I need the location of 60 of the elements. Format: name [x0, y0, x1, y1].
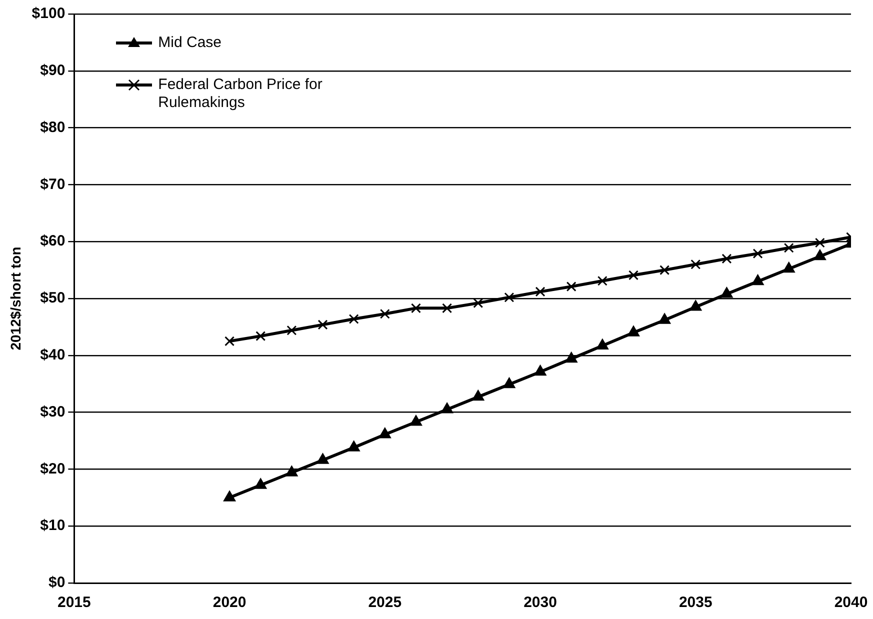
point [814, 250, 826, 260]
point [441, 402, 453, 414]
y-tick-label: $90 [40, 62, 66, 80]
point [224, 336, 235, 346]
x-tick-label: 2015 [57, 594, 91, 612]
x-tick-label: 2030 [524, 594, 557, 612]
point [473, 298, 484, 308]
point [535, 286, 546, 297]
y-tick-label: $0 [48, 574, 66, 592]
point [596, 338, 608, 350]
point [348, 440, 360, 452]
y-tick-label: $60 [40, 232, 66, 250]
point [722, 254, 732, 264]
x-tick-label: 2020 [212, 594, 246, 612]
y-tick-label: $40 [40, 346, 66, 364]
point [752, 248, 763, 259]
point [442, 303, 452, 314]
point [658, 313, 671, 324]
point [565, 352, 578, 363]
point [534, 365, 546, 376]
point [690, 300, 702, 311]
point [224, 490, 236, 502]
legend-label: Mid Case [157, 34, 223, 52]
point [752, 274, 764, 286]
point [256, 331, 266, 342]
point [380, 308, 390, 319]
legend-label: Federal Carbon Price for Rulemakings [157, 76, 324, 112]
point [628, 326, 640, 336]
x-tick-label: 2025 [368, 594, 402, 612]
point [286, 325, 297, 336]
point [628, 270, 638, 280]
y-tick-label: $70 [40, 176, 66, 193]
point [784, 242, 794, 253]
point [410, 415, 422, 426]
point [660, 265, 670, 276]
point [318, 320, 328, 330]
point [720, 287, 733, 298]
point [503, 378, 516, 388]
point [316, 453, 329, 464]
point [814, 238, 825, 248]
y-tick-label: $50 [40, 290, 66, 307]
y-tick-label: $100 [32, 5, 66, 22]
point [690, 259, 701, 270]
y-tick-label: $80 [40, 118, 66, 136]
point [472, 390, 484, 401]
y-tick-label: $20 [40, 460, 66, 478]
point [410, 303, 421, 314]
y-axis-title: 2012$/short ton [7, 246, 24, 350]
x-tick-label: 2040 [834, 594, 868, 612]
x-tick-label: 2035 [678, 594, 712, 612]
point [348, 314, 359, 324]
point [782, 262, 795, 273]
point [566, 282, 576, 292]
point [597, 276, 608, 286]
y-tick-label: $30 [40, 403, 66, 420]
point [504, 292, 514, 302]
point [378, 428, 391, 438]
point [286, 466, 298, 476]
point [254, 478, 267, 489]
y-tick-label: $10 [40, 517, 66, 534]
